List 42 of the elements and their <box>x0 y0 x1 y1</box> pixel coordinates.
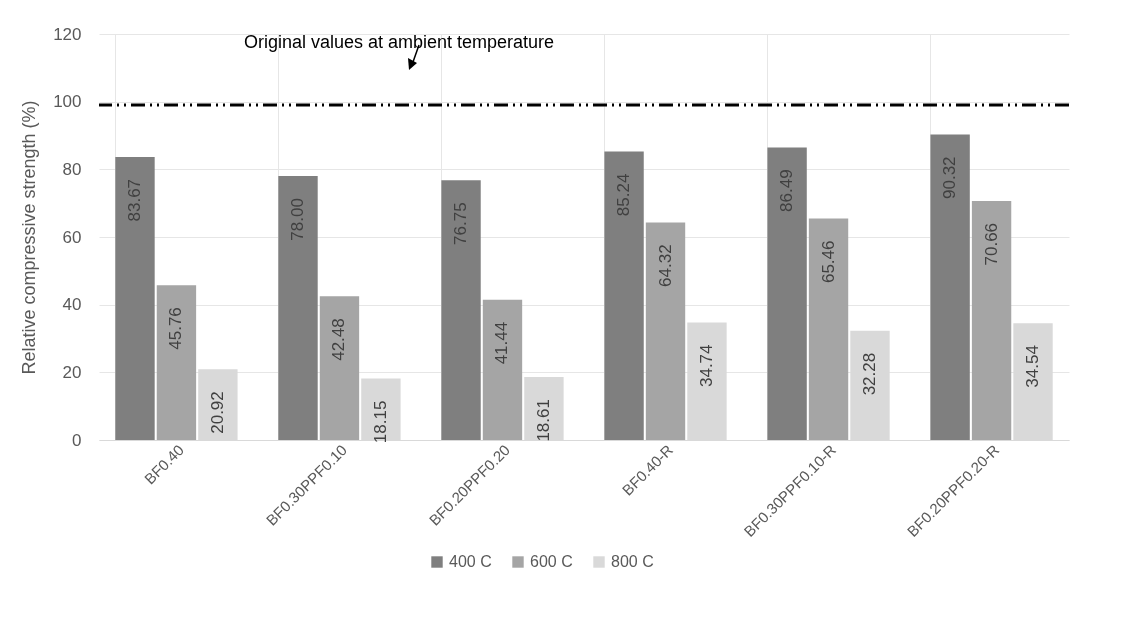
data-label: 76.75 <box>451 202 471 245</box>
data-label: 34.74 <box>696 344 716 388</box>
data-label: 18.61 <box>533 399 553 442</box>
data-label: 41.44 <box>492 321 512 365</box>
bar <box>645 222 686 440</box>
bar <box>930 134 970 440</box>
ref-line-label: Original values at ambient temperature <box>243 32 555 53</box>
bar <box>767 147 807 440</box>
y-tick-label: 20 <box>62 362 82 382</box>
legend-label: 800 C <box>611 553 654 570</box>
y-tick-label: 40 <box>62 295 82 315</box>
data-label: 64.32 <box>655 244 675 287</box>
bar <box>482 299 523 440</box>
data-label: 83.67 <box>124 178 144 222</box>
data-label: 34.54 <box>1023 345 1043 388</box>
data-label: 86.49 <box>777 169 797 212</box>
bar <box>278 176 318 440</box>
legend-label: 600 C <box>530 553 573 570</box>
y-tick-label: 120 <box>53 24 82 44</box>
bar <box>808 218 849 440</box>
bar <box>319 296 360 440</box>
bar <box>156 285 197 440</box>
y-tick-label: 80 <box>62 159 82 179</box>
data-label: 32.28 <box>859 352 879 396</box>
bar <box>115 156 155 440</box>
bar <box>441 180 481 440</box>
legend-label: 400 C <box>449 553 492 570</box>
bar <box>971 200 1012 440</box>
y-tick-label: 60 <box>62 227 82 247</box>
bar <box>604 151 644 440</box>
data-label: 78.00 <box>288 198 308 241</box>
data-label: 42.48 <box>329 318 349 361</box>
data-label: 20.92 <box>207 391 227 434</box>
data-label: 65.46 <box>818 240 838 284</box>
data-label: 18.15 <box>370 400 390 444</box>
data-label: 70.66 <box>981 222 1001 266</box>
data-label: 45.76 <box>166 307 186 350</box>
y-tick-label: 100 <box>53 92 82 112</box>
y-tick-label: 0 <box>72 430 82 450</box>
y-axis-title: Relative compressive strength (%) <box>19 100 40 375</box>
data-label: 90.32 <box>940 156 960 199</box>
data-label: 85.24 <box>614 173 634 217</box>
